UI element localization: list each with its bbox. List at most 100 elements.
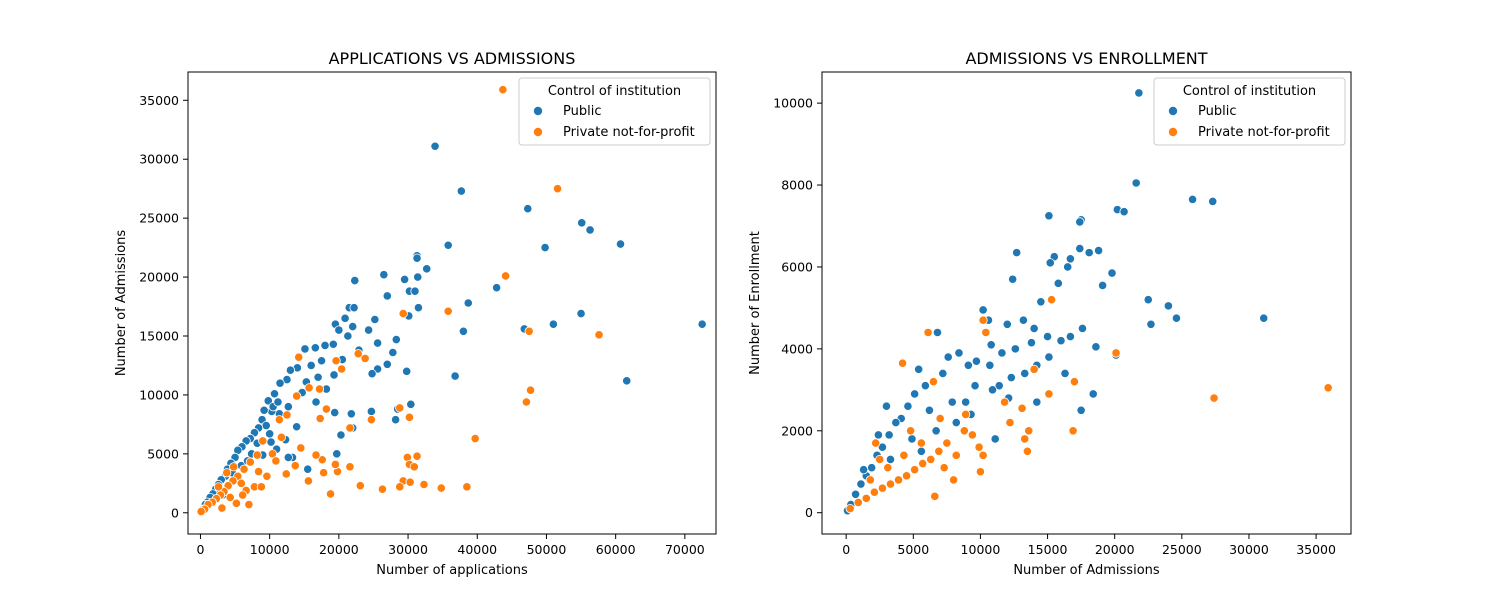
data-point [413,303,424,313]
data-point [871,438,881,448]
data-point [337,364,347,374]
data-point [252,450,262,460]
data-point [1065,254,1075,264]
data-point [283,452,293,462]
series-public [198,141,707,514]
data-point [899,450,909,460]
data-point [345,423,355,433]
data-point [238,490,248,500]
data-point [329,370,339,380]
x-tick-label: 30000 [1229,542,1269,557]
data-point [1076,405,1086,415]
data-point [300,344,310,354]
data-point [409,462,419,472]
chart-title: ADMISSIONS VS ENROLLMENT [965,49,1207,68]
data-point [458,326,469,336]
data-point [492,283,502,293]
data-point [1323,383,1333,393]
data-point [273,397,283,407]
data-point [1044,352,1054,362]
data-point [1091,342,1101,352]
data-point [311,450,321,460]
y-tick-label: 35000 [139,93,179,108]
y-tick-label: 20000 [139,270,179,285]
data-point [897,358,908,368]
x-tick-label: 30000 [388,542,428,557]
data-point [939,463,949,473]
data-point [916,446,926,456]
data-point [222,468,232,478]
data-point [997,348,1007,358]
data-point [1042,331,1053,342]
data-point [1134,88,1144,98]
data-point [850,489,861,499]
data-point [294,352,304,362]
series-private-not-for-profit [196,85,604,517]
y-tick-label: 2000 [781,423,813,438]
data-point [1171,313,1182,323]
data-point [1020,434,1030,444]
data-point [283,402,293,412]
data-point [914,364,924,374]
data-point [978,315,988,325]
data-point [304,383,314,393]
data-point [340,313,350,323]
data-point [292,391,302,401]
data-point [1044,211,1054,221]
data-point [292,422,302,432]
legend: Control of institution Public Private not-… [1153,77,1346,146]
data-point [935,413,945,424]
data-point [290,461,300,471]
data-point [410,286,420,296]
data-point [1029,364,1039,374]
data-point [885,454,896,465]
data-point [360,353,370,363]
data-point [971,356,982,366]
x-tick-label: 40000 [457,542,497,557]
x-tick-label: 5000 [897,542,929,557]
data-point [373,338,383,348]
data-point [893,475,904,485]
data-point [296,443,306,453]
data-point [585,225,595,235]
data-point [330,459,340,470]
data-point [355,481,365,491]
data-point [903,401,913,411]
data-point [244,499,254,510]
data-point [1006,372,1016,383]
y-tick-label: 10000 [139,387,179,402]
data-point [334,325,344,335]
data-point [258,436,268,446]
data-point [615,239,626,249]
x-tick-label: 10000 [961,542,1001,557]
data-point [443,306,453,316]
data-point [430,141,440,151]
y-tick-label: 0 [171,505,179,520]
data-point [225,492,235,503]
data-point [306,360,316,371]
data-point [961,409,971,420]
data-point [1046,295,1057,305]
data-point [366,406,376,417]
y-tick-label: 30000 [139,152,179,167]
data-point [525,385,536,395]
data-point [1012,248,1022,258]
x-axis-label: Number of Admissions [1013,563,1160,578]
data-point [548,319,558,329]
data-point [303,476,314,486]
legend-marker [1168,106,1179,117]
data-point [391,415,401,425]
data-point [985,360,995,370]
data-point [498,85,508,95]
data-point [1084,248,1094,258]
data-point [552,184,563,194]
data-point [901,471,912,481]
data-point [1088,389,1098,399]
y-tick-label: 25000 [139,211,179,226]
legend-marker [1168,127,1179,138]
data-point [1024,426,1034,436]
data-point [918,458,928,469]
data-point [1005,417,1015,428]
data-point [269,389,280,399]
y-tick-label: 10000 [773,96,813,111]
